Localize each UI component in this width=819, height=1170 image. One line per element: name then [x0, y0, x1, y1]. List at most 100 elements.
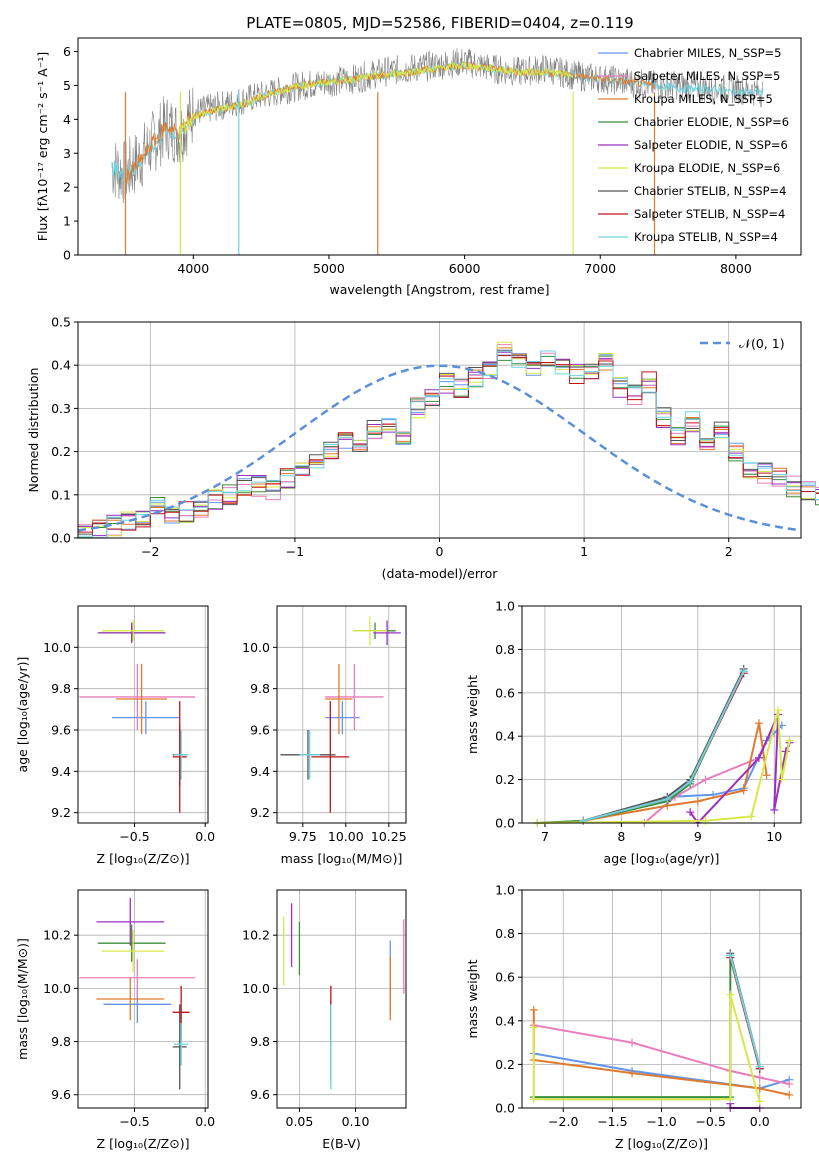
panel-xlabel: Z [log₁₀(Z/Z⊙)]	[615, 1136, 708, 1151]
y-tick-label: 9.6	[250, 723, 270, 738]
y-tick-label: 1	[63, 214, 71, 229]
histogram-step-line	[78, 351, 819, 537]
x-tick-label: 10.25	[371, 829, 407, 844]
x-tick-label: 0.10	[342, 1114, 370, 1129]
x-tick-label: −0.5	[119, 1114, 149, 1129]
y-tick-label: 9.8	[250, 1034, 270, 1049]
x-tick-label: 7000	[584, 261, 616, 276]
y-tick-label: 0.5	[51, 315, 71, 330]
massweight-line	[583, 722, 768, 822]
y-tick-label: 4	[63, 112, 71, 127]
clip-agemass-axes: 9.75 10.00 10.25 9.2 9.4 9.6 9.8 10.0	[242, 606, 407, 844]
y-tick-label: 0	[63, 248, 71, 263]
massweight-line	[532, 994, 761, 1102]
massweight-line	[537, 709, 791, 824]
y-tick-label: 0.2	[51, 444, 71, 459]
y-tick-label: 0.8	[495, 642, 515, 657]
y-tick-label: 9.6	[51, 723, 71, 738]
clip-ageZ-axes: −0.5 0.0 9.2 9.4 9.6 9.8 10.0	[43, 606, 215, 844]
massweight-line	[533, 1052, 790, 1090]
residuals-ylabel: Normed distribution	[26, 368, 41, 493]
massweight-line	[729, 1103, 760, 1109]
x-tick-label: 8	[617, 829, 625, 844]
x-tick-label: −1.0	[646, 1114, 676, 1129]
y-tick-label: 0.4	[51, 358, 71, 373]
legend-entry: Chabrier ELODIE, N_SSP=6	[634, 115, 789, 129]
x-tick-label: 0.0	[750, 1114, 770, 1129]
y-tick-label: 9.4	[51, 764, 71, 779]
panel-ylabel: mass weight	[465, 675, 480, 754]
x-tick-label: −0.5	[695, 1114, 725, 1129]
y-tick-label: 0.0	[495, 1101, 515, 1116]
spectrum-ylabel: Flux [fλ10⁻¹⁷ erg cm⁻² s⁻¹ A⁻¹]	[35, 52, 50, 241]
legend-entry: Chabrier STELIB, N_SSP=4	[634, 184, 786, 198]
histogram-step-line	[78, 349, 819, 535]
y-tick-label: 9.6	[51, 1087, 71, 1102]
y-tick-label: 9.6	[250, 1087, 270, 1102]
spectrum-series-line	[125, 61, 655, 184]
spectrum-plot	[111, 48, 764, 255]
spectrum-axes: 4000 5000 6000 7000 8000 0 1 2 3 4 5 6	[63, 44, 752, 276]
spectrum-legend: Chabrier MILES, N_SSP=5 Salpeter MILES, N…	[598, 46, 789, 244]
spectrum-series-line	[111, 48, 764, 204]
massweight-line	[537, 670, 745, 824]
y-tick-label: 1.0	[495, 599, 515, 614]
x-tick-label: −0.5	[119, 829, 149, 844]
y-tick-label: 10.0	[43, 640, 71, 655]
residuals-axes: −2 −1 0 1 2 0.0 0.1 0.2 0.3 0.4 0.5	[51, 315, 801, 559]
y-tick-label: 0.4	[495, 729, 515, 744]
x-tick-label: −1	[286, 544, 304, 559]
massweight-line	[729, 955, 761, 1067]
x-tick-label: 7	[541, 829, 549, 844]
errorbar-plot	[79, 897, 196, 1090]
panel-ylabel: age [log₁₀(age/yr)]	[15, 657, 30, 773]
residuals-plot	[77, 341, 819, 539]
massweight-plot	[529, 949, 794, 1112]
clip-mwZ-axes: −2.0 −1.5 −1.0 −0.5 0.0 0.0 0.2 0.4 0.6 0.8 1.0	[495, 883, 801, 1129]
massweight-line	[582, 670, 745, 822]
y-tick-label: 10.0	[43, 981, 71, 996]
y-tick-label: 9.2	[51, 805, 71, 820]
clip-mwage-axes: 7 8 9 10 0.0 0.2 0.4 0.6 0.8 1.0	[495, 599, 801, 844]
clip-massZ-axes: −0.5 0.0 9.6 9.8 10.0 10.2	[43, 890, 215, 1129]
panel-xlabel: Z [log₁₀(Z/Z⊙)]	[97, 1136, 190, 1151]
spectrum-xlabel: wavelength [Angstrom, rest frame]	[329, 282, 549, 297]
clip-massZ-frame	[77, 889, 209, 1109]
y-tick-label: 6	[63, 44, 71, 59]
x-tick-label: −2.0	[548, 1114, 578, 1129]
errorbar-plot	[283, 903, 405, 1090]
histogram-step-line	[78, 353, 819, 530]
x-tick-label: 5000	[313, 261, 345, 276]
errorbar-plot	[280, 616, 401, 813]
y-tick-label: 0.6	[495, 970, 515, 985]
panel-xlabel: E(B-V)	[322, 1136, 361, 1151]
y-tick-label: 1.0	[495, 883, 515, 898]
x-tick-label: 0.05	[286, 1114, 314, 1129]
y-tick-label: 10.0	[242, 981, 270, 996]
y-tick-label: 0.8	[495, 926, 515, 941]
y-tick-label: 10.2	[43, 928, 71, 943]
y-tick-label: 9.8	[51, 1034, 71, 1049]
legend-entry: Salpeter STELIB, N_SSP=4	[634, 207, 785, 221]
y-tick-label: 2	[63, 180, 71, 195]
massweight-line	[582, 668, 745, 822]
x-tick-label: 8000	[720, 261, 752, 276]
y-tick-label: 0.0	[51, 531, 71, 546]
clip-ebv-axes: 0.05 0.10 9.6 9.8 10.0 10.2	[242, 890, 406, 1129]
histogram-step-line	[78, 355, 819, 533]
clip-mwZ-frame	[521, 889, 802, 1109]
legend-entry: Salpeter MILES, N_SSP=5	[634, 69, 780, 83]
residuals-frame	[77, 321, 802, 539]
y-tick-label: 5	[63, 78, 71, 93]
y-tick-label: 10.0	[242, 640, 270, 655]
gaussian-curve	[77, 364, 802, 532]
histogram-step-line	[78, 350, 819, 539]
clip-ebv-frame	[276, 889, 407, 1109]
histogram-step-line	[78, 341, 819, 537]
y-tick-label: 0.2	[495, 772, 515, 787]
panel-xlabel: Z [log₁₀(Z/Z⊙)]	[97, 851, 190, 866]
panel-xlabel: age [log₁₀(age/yr)]	[604, 851, 720, 866]
y-tick-label: 0.2	[495, 1057, 515, 1072]
y-tick-label: 0.0	[495, 816, 515, 831]
y-tick-label: 3	[63, 146, 71, 161]
